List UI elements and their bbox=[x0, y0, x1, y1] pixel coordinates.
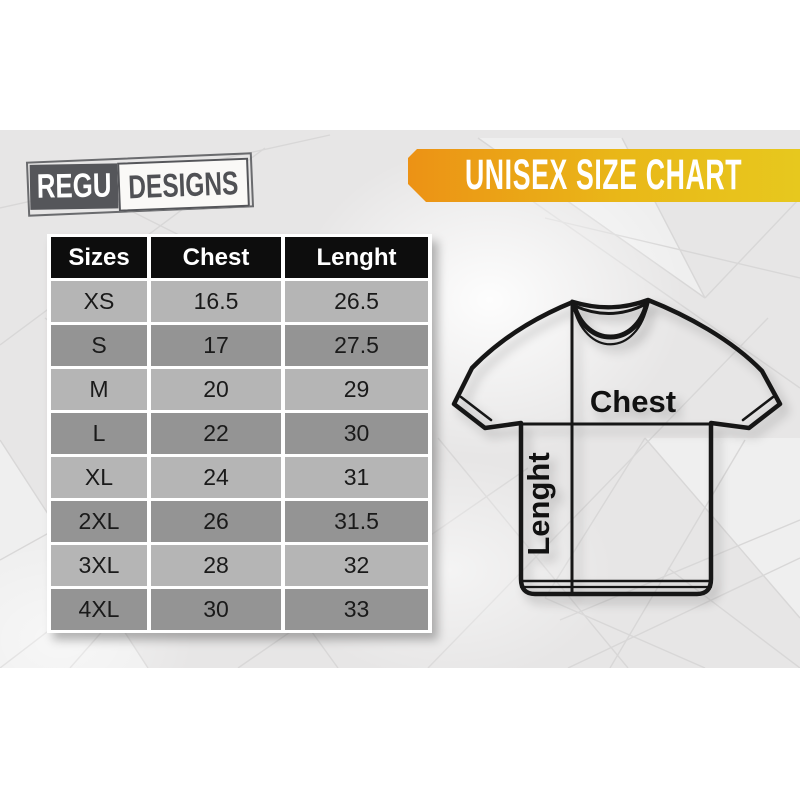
cell-chest: 24 bbox=[151, 457, 281, 498]
column-header-chest: Chest bbox=[151, 237, 281, 278]
cell-chest: 20 bbox=[151, 369, 281, 410]
table-row: 3XL 28 32 bbox=[51, 545, 428, 586]
table-row: S 17 27.5 bbox=[51, 325, 428, 366]
chest-label: Chest bbox=[590, 384, 676, 419]
cell-chest: 16.5 bbox=[151, 281, 281, 322]
cell-length: 33 bbox=[285, 589, 428, 630]
logo-designs-text: DESIGNS bbox=[127, 163, 240, 205]
tshirt-outline bbox=[451, 297, 783, 597]
collar-scoop-outer bbox=[571, 300, 650, 340]
left-cuff-seam bbox=[459, 395, 493, 422]
column-header-sizes: Sizes bbox=[51, 237, 147, 278]
cell-size: S bbox=[51, 325, 147, 366]
cell-length: 26.5 bbox=[285, 281, 428, 322]
cell-chest: 22 bbox=[151, 413, 281, 454]
cell-size: M bbox=[51, 369, 147, 410]
cell-size: XS bbox=[51, 281, 147, 322]
table-row: XS 16.5 26.5 bbox=[51, 281, 428, 322]
cell-chest: 26 bbox=[151, 501, 281, 542]
table-row: XL 24 31 bbox=[51, 457, 428, 498]
tshirt-diagram: Chest Lenght bbox=[451, 297, 783, 597]
right-cuff-seam bbox=[741, 395, 775, 422]
logo-regu-text: REGU bbox=[36, 166, 112, 206]
cell-size: 4XL bbox=[51, 589, 147, 630]
brand-logo: REGU DESIGNS bbox=[25, 152, 255, 217]
cell-chest: 30 bbox=[151, 589, 281, 630]
cell-length: 29 bbox=[285, 369, 428, 410]
table-row: M 20 29 bbox=[51, 369, 428, 410]
cell-size: L bbox=[51, 413, 147, 454]
column-header-length: Lenght bbox=[285, 237, 428, 278]
cell-chest: 17 bbox=[151, 325, 281, 366]
collar-band-line bbox=[573, 302, 648, 316]
cell-chest: 28 bbox=[151, 545, 281, 586]
cell-length: 31.5 bbox=[285, 501, 428, 542]
cell-size: XL bbox=[51, 457, 147, 498]
length-label: Lenght bbox=[521, 452, 556, 555]
cell-length: 27.5 bbox=[285, 325, 428, 366]
cell-length: 32 bbox=[285, 545, 428, 586]
table-row: 2XL 26 31.5 bbox=[51, 501, 428, 542]
banner-title: UNISEX SIZE CHART bbox=[465, 151, 743, 199]
table-row: L 22 30 bbox=[51, 413, 428, 454]
logo-designs-box: DESIGNS bbox=[117, 157, 250, 212]
size-table-body: XS 16.5 26.5 S 17 27.5 M 20 29 L 22 30 XL 24 31 2XL 26 31… bbox=[51, 281, 428, 630]
logo-regu-box: REGU bbox=[29, 163, 119, 210]
collar-scoop-seam bbox=[571, 300, 650, 346]
cell-size: 2XL bbox=[51, 501, 147, 542]
cell-size: 3XL bbox=[51, 545, 147, 586]
size-chart-table: Sizes Chest Lenght XS 16.5 26.5 S 17 27.5 M 20 2… bbox=[47, 234, 432, 633]
title-banner: UNISEX SIZE CHART bbox=[408, 149, 800, 202]
size-table-header: Sizes Chest Lenght bbox=[51, 237, 428, 278]
cell-length: 31 bbox=[285, 457, 428, 498]
table-row: 4XL 30 33 bbox=[51, 589, 428, 630]
cell-length: 30 bbox=[285, 413, 428, 454]
